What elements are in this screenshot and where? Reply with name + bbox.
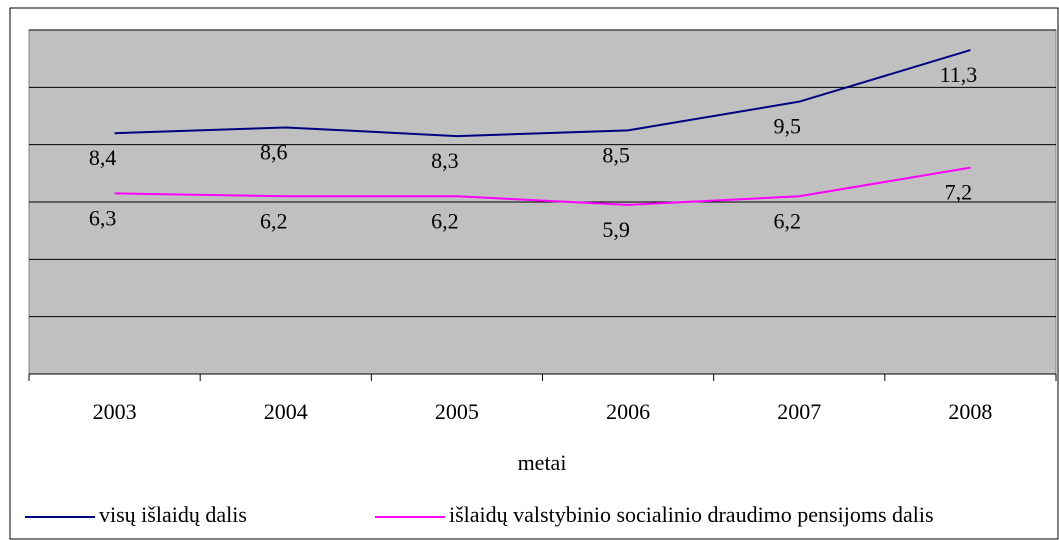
data-label: 6,2 xyxy=(260,208,288,233)
legend-label: visų išlaidų dalis xyxy=(99,502,247,527)
x-tick-label: 2008 xyxy=(948,399,992,424)
series-line xyxy=(114,166,971,206)
data-label: 8,5 xyxy=(602,142,630,167)
x-tick-label: 2005 xyxy=(435,399,479,424)
x-tick-label: 2003 xyxy=(93,399,137,424)
x-tick-label: 2007 xyxy=(777,399,821,424)
data-label: 11,3 xyxy=(940,62,978,87)
x-tick-label: 2006 xyxy=(606,399,650,424)
data-label: 9,5 xyxy=(774,114,802,139)
data-label: 8,4 xyxy=(89,145,117,170)
data-label: 6,2 xyxy=(431,208,459,233)
data-label: 6,2 xyxy=(774,208,802,233)
data-label: 8,3 xyxy=(431,148,459,173)
data-label: 7,2 xyxy=(945,180,973,205)
data-label: 6,3 xyxy=(89,205,117,230)
x-tick-label: 2004 xyxy=(264,399,308,424)
data-label: 5,9 xyxy=(602,217,630,242)
data-label: 8,6 xyxy=(260,140,288,165)
legend-label: išlaidų valstybinio socialinio draudimo … xyxy=(449,502,934,527)
x-axis-label: metai xyxy=(518,450,567,475)
series-line xyxy=(114,49,971,138)
